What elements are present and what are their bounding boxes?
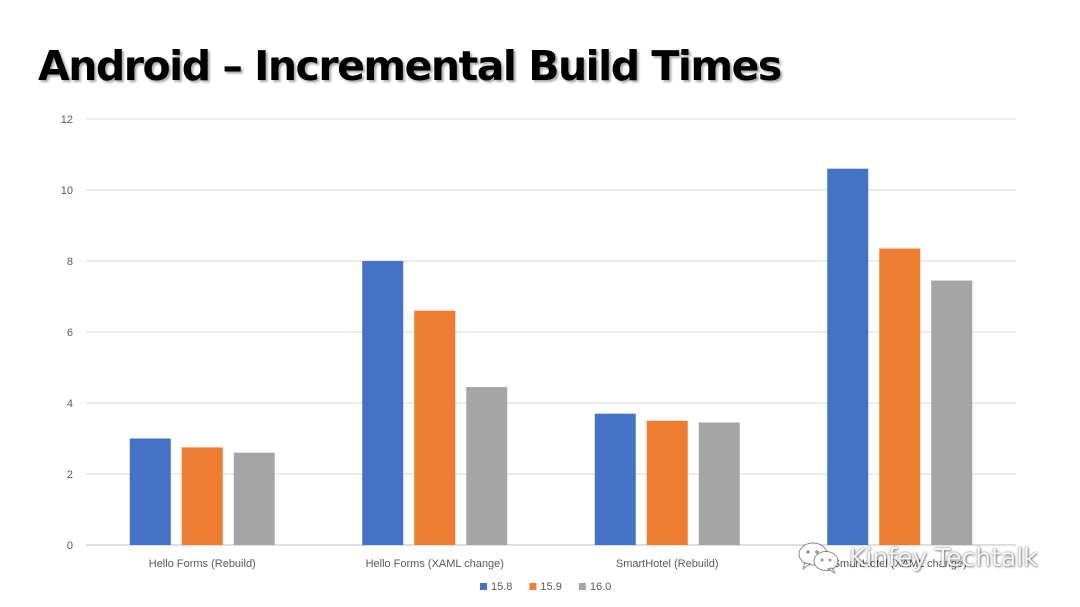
- bar-15.8-3: [827, 168, 869, 545]
- x-category-label: Hello Forms (XAML change): [366, 558, 504, 570]
- y-tick-label: 2: [67, 469, 73, 481]
- bar-15.8-1: [362, 261, 404, 545]
- legend-label: 15.8: [491, 581, 512, 593]
- bar-16.0-1: [466, 387, 508, 545]
- x-category-label: SmartHotel (Rebuild): [616, 558, 719, 570]
- y-tick-label: 8: [67, 256, 73, 268]
- bar-15.9-0: [181, 447, 223, 545]
- bar-16.0-0: [233, 452, 275, 545]
- legend-label: 15.9: [540, 581, 561, 593]
- x-category-label: Hello Forms (Rebuild): [149, 558, 256, 570]
- slide-title: Android – Incremental Build Times: [38, 42, 782, 90]
- y-tick-label: 0: [67, 540, 73, 552]
- bar-15.9-3: [879, 248, 921, 545]
- legend-swatch: [480, 583, 487, 590]
- bar-15.8-2: [594, 413, 636, 545]
- y-axis-tick-labels: 0 2 4 6 8 10 12: [61, 114, 73, 552]
- bar-15.8-0: [129, 438, 171, 545]
- legend-label: 16.0: [590, 581, 611, 593]
- y-tick-label: 6: [67, 327, 73, 339]
- bars: [129, 168, 973, 545]
- legend: 15.8 15.9 16.0: [480, 581, 611, 593]
- watermark: Kinfey Techtalk: [797, 540, 1038, 574]
- bar-15.9-2: [646, 420, 688, 545]
- y-tick-label: 10: [61, 185, 73, 197]
- gridlines: [86, 118, 1016, 546]
- bar-16.0-3: [931, 280, 973, 545]
- y-tick-label: 12: [61, 114, 73, 126]
- x-category-label: SmartHotel (XAML change): [833, 558, 967, 570]
- x-axis-category-labels: Hello Forms (Rebuild) Hello Forms (XAML c…: [149, 558, 967, 570]
- bar-15.9-1: [414, 310, 456, 545]
- y-tick-label: 4: [67, 398, 73, 410]
- wechat-icon: [798, 542, 839, 574]
- bar-16.0-2: [698, 422, 740, 545]
- watermark-text: Kinfey Techtalk: [849, 542, 1038, 572]
- legend-swatch: [578, 583, 586, 590]
- legend-swatch: [529, 583, 537, 590]
